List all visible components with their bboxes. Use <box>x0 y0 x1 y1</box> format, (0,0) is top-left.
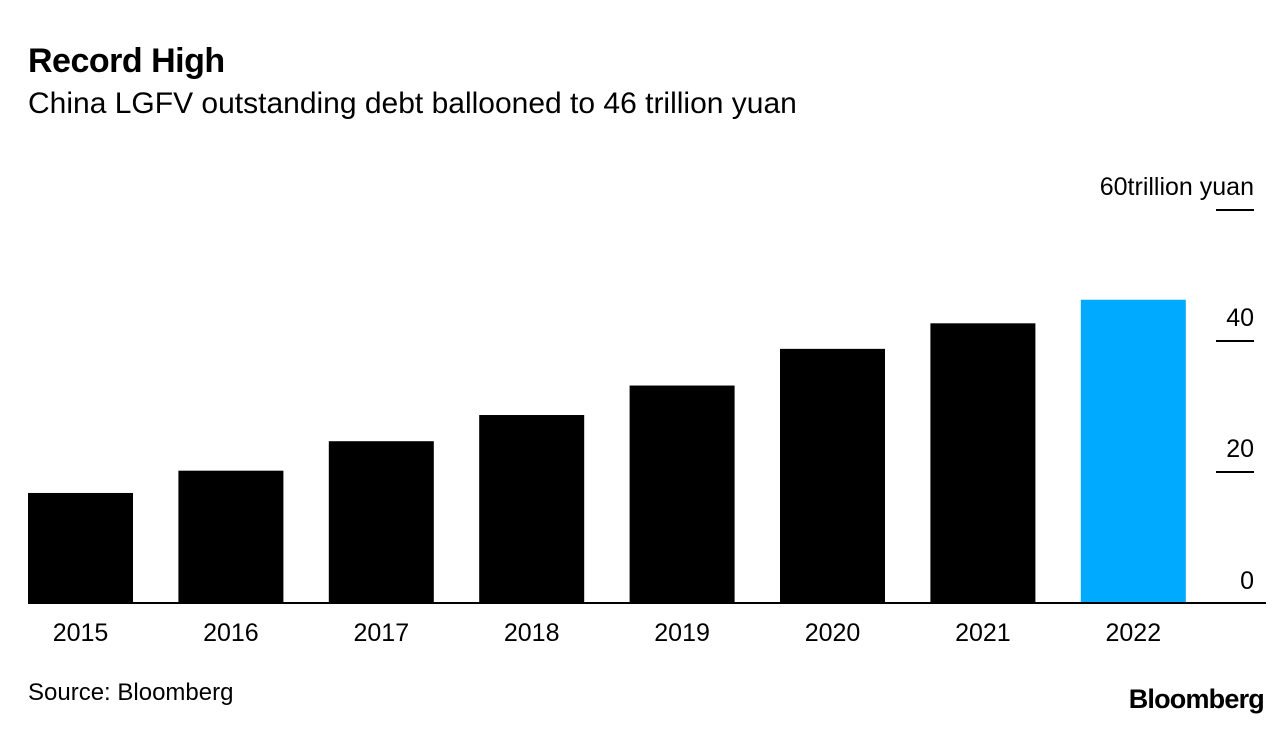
x-tick-label-2020: 2020 <box>805 619 861 647</box>
x-tick-label-2017: 2017 <box>353 619 409 647</box>
bloomberg-logo: Bloomberg <box>1128 684 1265 714</box>
x-tick-label-2021: 2021 <box>955 619 1011 647</box>
bars <box>28 299 1186 603</box>
bar-2017 <box>328 441 434 603</box>
bar-2022 <box>1080 299 1186 603</box>
chart-subtitle: China LGFV outstanding debt ballooned to… <box>28 87 797 120</box>
bar-2015 <box>28 492 133 603</box>
x-tick-label-2015: 2015 <box>53 619 109 647</box>
y-tick-label-40: 40 <box>1226 304 1254 332</box>
y-axis-ticks: 0 20 40 60trillion yuan <box>1100 173 1254 595</box>
x-tick-label-2022: 2022 <box>1105 619 1161 647</box>
y-tick-label-60: 60trillion yuan <box>1100 173 1254 201</box>
source-note: Source: Bloomberg <box>28 679 234 706</box>
x-axis-labels: 2015 2016 2017 2018 2019 2020 2021 2022 <box>53 619 1161 647</box>
x-tick-label-2019: 2019 <box>654 619 710 647</box>
bar-2020 <box>780 348 885 603</box>
x-tick-label-2018: 2018 <box>504 619 560 647</box>
bar-2021 <box>930 323 1036 603</box>
chart-title: Record High <box>28 42 225 80</box>
x-tick-label-2016: 2016 <box>203 619 259 647</box>
y-tick-label-20: 20 <box>1226 435 1254 463</box>
y-tick-label-0: 0 <box>1240 567 1254 595</box>
bar-2018 <box>479 415 585 603</box>
bar-2019 <box>629 385 735 603</box>
bar-2016 <box>178 470 284 603</box>
